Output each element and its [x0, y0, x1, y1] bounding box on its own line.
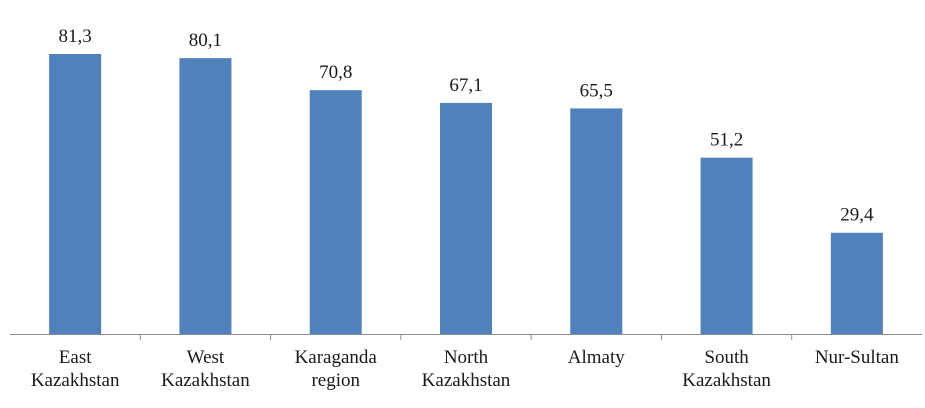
x-tick-label: Nur-Sultan: [815, 347, 900, 368]
bar: [179, 58, 232, 334]
bar: [309, 90, 362, 335]
x-tick-label: East Kazakhstan: [31, 347, 120, 391]
bar-value-label: 65,5: [580, 80, 613, 101]
x-tick-label: West Kazakhstan: [161, 347, 250, 391]
bar: [830, 232, 883, 334]
x-tick-label: North Kazakhstan: [422, 347, 511, 391]
category-labels-group: East Kazakhstan West Kazakhstan Karaganda reg…: [31, 347, 900, 391]
bar-value-label: 81,3: [59, 26, 92, 47]
x-tick-label: Almaty: [568, 347, 625, 368]
bar: [570, 108, 623, 334]
bar-value-label: 67,1: [449, 75, 482, 96]
bar-value-label: 51,2: [710, 130, 743, 151]
x-tick-label: Karaganda region: [295, 347, 378, 391]
bar-value-label: 70,8: [319, 62, 352, 83]
bar: [700, 157, 753, 334]
x-axis-ticks: [139, 334, 793, 340]
x-tick-label: South Kazakhstan: [682, 347, 771, 391]
bar: [440, 102, 492, 334]
bar-value-label: 29,4: [840, 205, 874, 226]
bar: [49, 54, 102, 334]
bars-group: [49, 54, 883, 335]
bar-value-label: 80,1: [189, 30, 222, 51]
data-labels-group: 81,3 80,1 70,8 67,1 65,5 51,2 29,4: [59, 26, 874, 226]
